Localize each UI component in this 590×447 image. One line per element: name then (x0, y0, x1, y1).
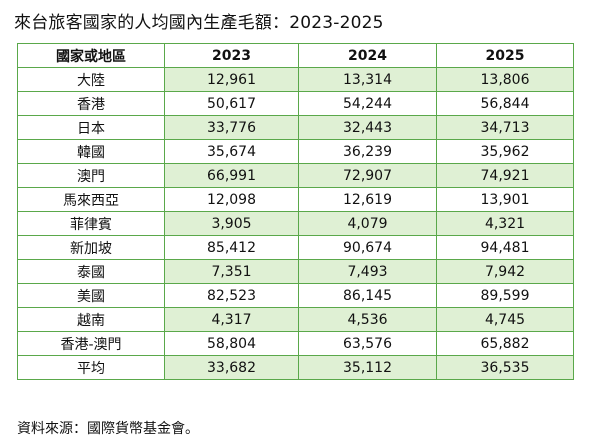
value-cell-2025: 13,901 (436, 187, 574, 212)
column-header-2024: 2024 (298, 43, 437, 68)
value-cell-2023: 12,098 (164, 187, 299, 212)
value-cell-2023: 33,776 (164, 115, 299, 140)
value-cell-2023: 12,961 (164, 67, 299, 92)
value-cell-2023: 3,905 (164, 211, 299, 236)
table-row: 新加坡 85,412 90,674 94,481 (17, 235, 574, 260)
value-cell-2025: 74,921 (436, 163, 574, 188)
table-row: 日本 33,776 32,443 34,713 (17, 115, 574, 140)
region-cell: 平均 (17, 355, 165, 380)
value-cell-2024: 36,239 (298, 139, 437, 164)
value-cell-2024: 54,244 (298, 91, 437, 116)
region-cell: 泰國 (17, 259, 165, 284)
value-cell-2023: 35,674 (164, 139, 299, 164)
table-row: 韓國 35,674 36,239 35,962 (17, 139, 574, 164)
region-cell: 馬來西亞 (17, 187, 165, 212)
value-cell-2025: 4,321 (436, 211, 574, 236)
table-row: 泰國 7,351 7,493 7,942 (17, 259, 574, 284)
value-cell-2024: 4,536 (298, 307, 437, 332)
region-cell: 日本 (17, 115, 165, 140)
value-cell-2024: 7,493 (298, 259, 437, 284)
table-header-row: 國家或地區 2023 2024 2025 (17, 43, 574, 68)
source-note: 資料來源：國際貨幣基金會。 (17, 421, 199, 437)
region-cell: 新加坡 (17, 235, 165, 260)
table-row: 大陸 12,961 13,314 13,806 (17, 67, 574, 92)
gdp-table: 國家或地區 2023 2024 2025 大陸 12,961 13,314 13… (17, 43, 574, 380)
value-cell-2023: 66,991 (164, 163, 299, 188)
value-cell-2025: 34,713 (436, 115, 574, 140)
table-row: 馬來西亞 12,098 12,619 13,901 (17, 187, 574, 212)
value-cell-2023: 33,682 (164, 355, 299, 380)
value-cell-2023: 82,523 (164, 283, 299, 308)
value-cell-2024: 12,619 (298, 187, 437, 212)
value-cell-2025: 94,481 (436, 235, 574, 260)
value-cell-2023: 4,317 (164, 307, 299, 332)
column-header-region: 國家或地區 (17, 43, 165, 68)
table-row: 香港 50,617 54,244 56,844 (17, 91, 574, 116)
region-cell: 韓國 (17, 139, 165, 164)
region-cell: 越南 (17, 307, 165, 332)
column-header-2025: 2025 (436, 43, 574, 68)
region-cell: 菲律賓 (17, 211, 165, 236)
page-title: 來台旅客國家的人均國內生產毛額：2023-2025 (14, 13, 384, 33)
value-cell-2025: 4,745 (436, 307, 574, 332)
value-cell-2023: 50,617 (164, 91, 299, 116)
value-cell-2025: 56,844 (436, 91, 574, 116)
value-cell-2024: 86,145 (298, 283, 437, 308)
value-cell-2024: 32,443 (298, 115, 437, 140)
value-cell-2025: 65,882 (436, 331, 574, 356)
value-cell-2025: 89,599 (436, 283, 574, 308)
region-cell: 澳門 (17, 163, 165, 188)
table-row-average: 平均 33,682 35,112 36,535 (17, 355, 574, 380)
table-row: 香港-澳門 58,804 63,576 65,882 (17, 331, 574, 356)
table-row: 菲律賓 3,905 4,079 4,321 (17, 211, 574, 236)
value-cell-2023: 7,351 (164, 259, 299, 284)
value-cell-2024: 63,576 (298, 331, 437, 356)
value-cell-2025: 7,942 (436, 259, 574, 284)
value-cell-2024: 35,112 (298, 355, 437, 380)
value-cell-2025: 36,535 (436, 355, 574, 380)
value-cell-2024: 4,079 (298, 211, 437, 236)
column-header-2023: 2023 (164, 43, 299, 68)
table-row: 越南 4,317 4,536 4,745 (17, 307, 574, 332)
value-cell-2024: 72,907 (298, 163, 437, 188)
region-cell: 香港 (17, 91, 165, 116)
region-cell: 大陸 (17, 67, 165, 92)
value-cell-2024: 90,674 (298, 235, 437, 260)
value-cell-2025: 13,806 (436, 67, 574, 92)
table-row: 美國 82,523 86,145 89,599 (17, 283, 574, 308)
table-row: 澳門 66,991 72,907 74,921 (17, 163, 574, 188)
value-cell-2023: 58,804 (164, 331, 299, 356)
value-cell-2025: 35,962 (436, 139, 574, 164)
value-cell-2024: 13,314 (298, 67, 437, 92)
region-cell: 美國 (17, 283, 165, 308)
value-cell-2023: 85,412 (164, 235, 299, 260)
region-cell: 香港-澳門 (17, 331, 165, 356)
